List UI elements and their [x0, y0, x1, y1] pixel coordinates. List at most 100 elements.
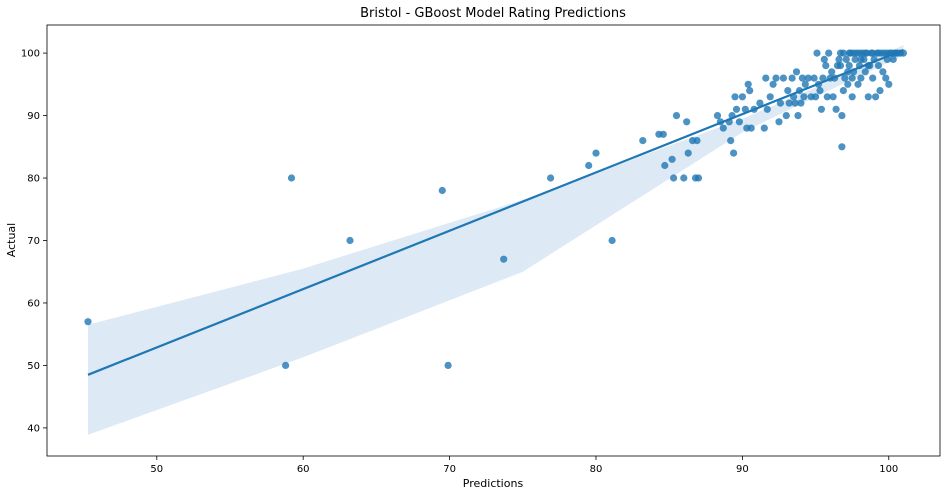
scatter-point — [836, 62, 845, 70]
scatter-point — [727, 137, 735, 145]
scatter-point — [864, 62, 872, 70]
scatter-point — [822, 62, 830, 70]
scatter-point — [801, 80, 809, 88]
scatter-point — [883, 55, 891, 64]
scatter-point — [879, 68, 887, 76]
scatter-point — [776, 99, 785, 107]
scatter-point — [732, 105, 741, 113]
scatter-point — [738, 93, 747, 101]
scatter-point — [746, 87, 754, 95]
scatter-point — [282, 361, 290, 369]
scatter-point — [839, 49, 848, 57]
scatter-point — [820, 55, 828, 64]
scatter-point — [728, 112, 736, 120]
scatter-point — [760, 124, 768, 132]
scatter-point — [547, 174, 555, 182]
scatter-point — [716, 118, 725, 126]
scatter-point — [790, 93, 798, 101]
scatter-point — [861, 49, 869, 57]
scatter-point — [608, 236, 616, 245]
scatter-point — [885, 80, 893, 88]
x-tick-label: 70 — [443, 464, 456, 475]
scatter-point — [769, 80, 777, 88]
x-tick-label: 100 — [879, 464, 898, 475]
scatter-point — [784, 87, 792, 95]
scatter-point — [817, 105, 826, 113]
scatter-point — [735, 118, 744, 126]
scatter-point — [794, 112, 802, 120]
scatter-point — [883, 49, 891, 57]
x-tick-label: 80 — [590, 464, 603, 475]
scatter-point — [899, 49, 908, 57]
y-tick-label: 40 — [27, 423, 40, 434]
x-tick-label: 60 — [297, 464, 310, 475]
scatter-point — [841, 74, 849, 82]
scatter-point — [838, 112, 846, 120]
scatter-point — [785, 99, 793, 107]
scatter-point — [731, 93, 739, 101]
scatter-point — [857, 55, 865, 64]
scatter-point — [842, 55, 850, 64]
y-tick-label: 90 — [27, 111, 40, 122]
scatter-point — [779, 74, 788, 82]
scatter-point — [775, 118, 783, 126]
scatter-point — [762, 74, 770, 82]
scatter-point — [854, 80, 862, 88]
scatter-point — [788, 74, 796, 82]
scatter-point — [670, 174, 678, 182]
scatter-point — [444, 361, 452, 369]
scatter-point — [857, 74, 865, 82]
scatter-point — [812, 93, 820, 101]
scatter-point — [693, 137, 701, 145]
scatter-point — [725, 118, 733, 126]
scatter-point — [848, 74, 856, 82]
scatter-point — [844, 80, 852, 88]
scatter-point — [797, 99, 805, 107]
scatter-point — [869, 49, 877, 57]
scatter-point — [763, 105, 771, 113]
scatter-point — [819, 74, 827, 82]
scatter-point — [814, 80, 823, 88]
scatter-point — [750, 105, 758, 113]
scatter-point — [668, 155, 676, 163]
scatter-point — [798, 74, 807, 82]
y-tick-label: 80 — [27, 174, 40, 185]
scatter-point — [872, 93, 880, 101]
scatter-point — [659, 130, 667, 138]
scatter-point — [810, 74, 818, 82]
y-axis-label: Actual — [5, 223, 18, 257]
scatter-point — [713, 112, 722, 120]
scatter-point — [804, 74, 812, 82]
scatter-point — [683, 118, 691, 126]
x-tick-label: 50 — [150, 464, 163, 475]
y-tick-label: 60 — [27, 298, 40, 309]
scatter-point — [756, 99, 764, 107]
scatter-point — [828, 68, 836, 76]
scatter-point — [825, 49, 833, 57]
scatter-point — [795, 87, 804, 95]
scatter-point — [438, 186, 446, 195]
scatter-point — [850, 68, 858, 76]
scatter-point — [855, 62, 864, 70]
scatter-point — [844, 68, 852, 76]
scatter-point — [835, 55, 843, 64]
scatter-point — [747, 124, 755, 132]
scatter-point — [719, 124, 727, 132]
scatter-point — [500, 255, 508, 263]
scatter-point — [791, 99, 799, 107]
scatter-point — [772, 74, 780, 82]
scatter-point — [850, 49, 858, 57]
scatter-point — [661, 161, 669, 170]
scatter-point — [816, 87, 824, 95]
scatter-point — [741, 105, 749, 113]
scatter-point — [680, 174, 688, 182]
scatter-point — [287, 174, 296, 182]
scatter-point — [829, 93, 837, 101]
x-tick-label: 90 — [736, 464, 749, 475]
regression-line-layer — [87, 48, 904, 376]
y-ticks: 40 50 60 70 80 90 100 — [21, 49, 47, 434]
scatter-point — [792, 68, 801, 76]
scatter-point — [848, 93, 856, 101]
y-tick-label: 50 — [27, 361, 40, 372]
